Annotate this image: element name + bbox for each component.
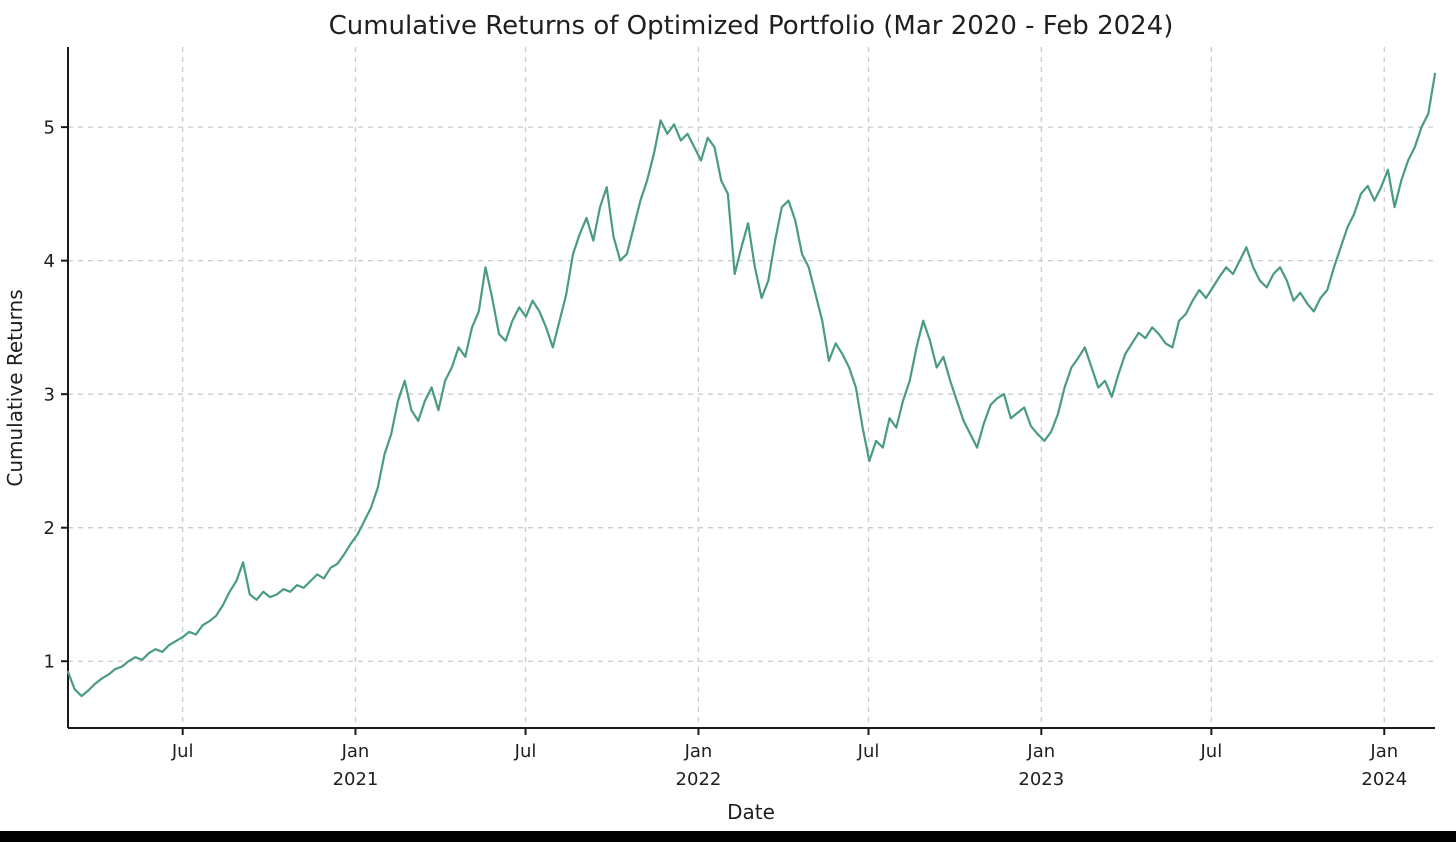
chart-title: Cumulative Returns of Optimized Portfoli… bbox=[329, 11, 1174, 41]
x-tick-year-label: 2022 bbox=[676, 769, 722, 790]
x-tick-label: Jul bbox=[1199, 741, 1222, 762]
bottom-bar bbox=[0, 831, 1456, 842]
x-tick-label: Jul bbox=[514, 741, 537, 762]
x-tick-label: Jan bbox=[341, 741, 370, 762]
grid-lines bbox=[68, 47, 1435, 728]
y-tick-label: 5 bbox=[44, 118, 55, 139]
y-tick-label: 3 bbox=[44, 385, 55, 406]
x-tick-label: Jan bbox=[1026, 741, 1055, 762]
x-tick-label: Jul bbox=[171, 741, 194, 762]
y-tick-label: 1 bbox=[44, 652, 55, 673]
tick-labels: 1 2 3 4 5 Jul Jan 2021 Jul Jan 2022 Jul Jan 2023 Jul Ja… bbox=[44, 118, 1408, 790]
x-tick-label: Jul bbox=[857, 741, 880, 762]
series-line bbox=[66, 72, 1437, 698]
x-tick-year-label: 2024 bbox=[1361, 769, 1407, 790]
cumulative-returns-line bbox=[66, 72, 1437, 698]
x-axis-label: Date bbox=[727, 800, 775, 824]
x-tick-label: Jan bbox=[1369, 741, 1398, 762]
y-tick-label: 2 bbox=[44, 518, 55, 539]
axes bbox=[61, 47, 1435, 735]
y-axis-label: Cumulative Returns bbox=[3, 289, 27, 486]
x-tick-year-label: 2023 bbox=[1018, 769, 1064, 790]
x-tick-label: Jan bbox=[684, 741, 713, 762]
y-tick-label: 4 bbox=[44, 251, 55, 272]
x-tick-year-label: 2021 bbox=[333, 769, 379, 790]
